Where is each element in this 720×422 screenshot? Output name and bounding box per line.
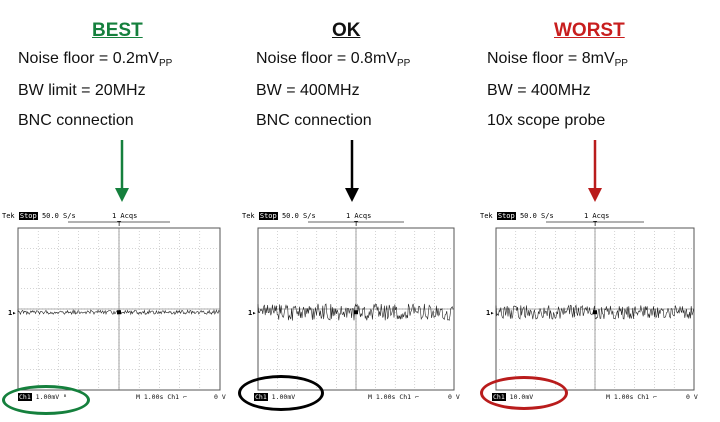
trigger-level-ok: 0 V: [448, 393, 460, 401]
acq-count-ok: 1 Acqs: [346, 212, 372, 220]
trigger-level-best: 0 V: [214, 393, 226, 401]
heading-worst: WORST: [554, 20, 625, 41]
trigger-marker: [593, 310, 597, 315]
connection-worst: 10x scope probe: [487, 112, 606, 129]
rising-edge-icon: ⌐: [415, 393, 419, 401]
rising-edge-icon: ⌐: [653, 393, 657, 401]
highlight-ring-best: [2, 385, 90, 415]
trigger-marker: [117, 310, 121, 315]
trigger-level-worst: 0 V: [686, 393, 698, 401]
acq-count-best: 1 Acqs: [112, 212, 138, 220]
noise-trace: [257, 303, 454, 321]
noise-trace: [495, 304, 694, 320]
heading-best: BEST: [92, 20, 143, 41]
scope-timebase-best: M 1.00s Ch1 ⌐: [136, 393, 187, 401]
noise-floor-worst: Noise floor = 8mVPP: [487, 50, 628, 69]
highlight-ring-worst: [480, 376, 568, 410]
scope-timebase-ok: M 1.00s Ch1 ⌐: [368, 393, 419, 401]
oscilloscope-display-best: T 1▸: [8, 220, 221, 391]
scope-header-ok: Tek Stop 50.0 S/s: [242, 212, 316, 220]
trigger-marker: [354, 310, 358, 315]
bandwidth-best: BW limit = 20MHz: [18, 82, 146, 99]
channel-marker: 1▸: [486, 309, 494, 317]
scope-header-best: Tek Stop 50.0 S/s: [2, 212, 76, 220]
heading-ok: OK: [332, 20, 361, 41]
oscilloscope-display-ok: T 1▸: [248, 220, 455, 391]
svg-text:T: T: [117, 220, 122, 228]
highlight-ring-ok: [238, 375, 324, 411]
scope-timebase-worst: M 1.00s Ch1 ⌐: [606, 393, 657, 401]
down-arrow-icon: [345, 140, 359, 202]
svg-text:T: T: [593, 220, 598, 228]
bandwidth-ok: BW = 400MHz: [256, 82, 360, 99]
scope-header-worst: Tek Stop 50.0 S/s: [480, 212, 554, 220]
connection-ok: BNC connection: [256, 112, 372, 129]
channel-marker: 1▸: [8, 309, 16, 317]
oscilloscope-display-worst: T 1▸: [486, 220, 695, 391]
down-arrow-icon: [115, 140, 129, 202]
noise-floor-ok: Noise floor = 0.8mVPP: [256, 50, 411, 69]
connection-best: BNC connection: [18, 112, 134, 129]
down-arrow-icon: [588, 140, 602, 202]
svg-text:T: T: [354, 220, 359, 228]
rising-edge-icon: ⌐: [183, 393, 187, 401]
noise-floor-best: Noise floor = 0.2mVPP: [18, 50, 173, 69]
bandwidth-worst: BW = 400MHz: [487, 82, 591, 99]
acq-count-worst: 1 Acqs: [584, 212, 610, 220]
channel-marker: 1▸: [248, 309, 256, 317]
